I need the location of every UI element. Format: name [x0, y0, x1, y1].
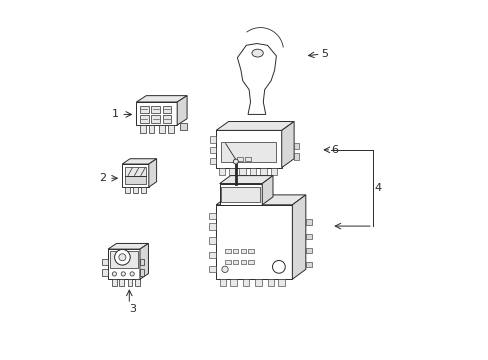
Circle shape [112, 272, 116, 276]
Bar [249, 168, 256, 175]
Bar [127, 279, 132, 286]
Bar [209, 252, 216, 258]
Bar [111, 279, 116, 286]
Bar [140, 125, 145, 133]
Polygon shape [216, 195, 305, 205]
Polygon shape [219, 176, 272, 184]
Bar [209, 266, 216, 272]
Polygon shape [281, 122, 293, 168]
Bar [133, 187, 138, 193]
Ellipse shape [251, 49, 263, 57]
Bar [180, 123, 186, 130]
Bar [119, 279, 124, 286]
Polygon shape [163, 105, 171, 113]
Polygon shape [122, 159, 156, 164]
Bar [230, 279, 236, 286]
Bar [148, 125, 154, 133]
Polygon shape [122, 164, 148, 187]
Bar [242, 279, 248, 286]
Bar [159, 125, 165, 133]
Bar [240, 260, 246, 264]
Text: 6: 6 [331, 145, 338, 155]
Bar [305, 234, 311, 239]
Polygon shape [216, 130, 281, 168]
Bar [140, 259, 144, 265]
Bar [248, 260, 254, 264]
Bar [240, 249, 246, 253]
Bar [219, 279, 225, 286]
Text: 2: 2 [99, 173, 106, 183]
Circle shape [114, 249, 130, 265]
Polygon shape [108, 249, 140, 279]
Polygon shape [148, 159, 156, 187]
Bar [239, 168, 245, 175]
Bar [278, 279, 284, 286]
Bar [209, 213, 216, 219]
Bar [221, 142, 276, 162]
Bar [141, 187, 145, 193]
Bar [255, 279, 261, 286]
Bar [209, 136, 216, 143]
Bar [224, 260, 230, 264]
Bar [140, 269, 144, 276]
Bar [219, 168, 225, 175]
Bar [102, 259, 108, 265]
Polygon shape [140, 105, 148, 113]
Circle shape [130, 272, 134, 276]
Text: 5: 5 [320, 49, 327, 59]
Bar [305, 262, 311, 267]
Bar [293, 153, 299, 159]
Polygon shape [177, 96, 187, 125]
Polygon shape [108, 243, 148, 249]
Polygon shape [163, 116, 171, 123]
Bar [267, 279, 273, 286]
Bar [293, 143, 299, 149]
Bar [168, 125, 174, 133]
Circle shape [222, 266, 228, 273]
Bar [209, 158, 216, 164]
Circle shape [272, 260, 285, 273]
Bar [260, 168, 266, 175]
Bar [232, 249, 238, 253]
Polygon shape [216, 205, 292, 279]
Text: 1: 1 [111, 109, 119, 120]
Circle shape [233, 159, 238, 164]
Bar [110, 251, 138, 268]
Bar [305, 248, 311, 253]
Polygon shape [125, 176, 145, 184]
Bar [244, 157, 250, 161]
Bar [270, 168, 277, 175]
Bar [134, 279, 139, 286]
Polygon shape [262, 176, 272, 205]
Bar [221, 187, 260, 202]
Bar [209, 147, 216, 153]
Polygon shape [136, 96, 187, 102]
Polygon shape [237, 44, 276, 114]
Circle shape [121, 272, 125, 276]
Bar [209, 238, 216, 244]
Text: 3: 3 [129, 304, 136, 314]
Bar [248, 249, 254, 253]
Text: 4: 4 [374, 183, 381, 193]
Bar [228, 168, 234, 175]
Bar [224, 249, 230, 253]
Bar [305, 219, 311, 225]
Bar [237, 157, 242, 161]
Polygon shape [151, 116, 160, 123]
Bar [102, 269, 108, 276]
Circle shape [119, 254, 125, 261]
Polygon shape [140, 243, 148, 279]
Polygon shape [219, 184, 262, 205]
Polygon shape [125, 167, 145, 176]
Bar [125, 187, 130, 193]
Polygon shape [292, 195, 305, 279]
Polygon shape [151, 105, 160, 113]
Bar [209, 223, 216, 230]
Polygon shape [216, 122, 293, 130]
Polygon shape [140, 116, 148, 123]
Bar [232, 260, 238, 264]
Polygon shape [136, 102, 177, 125]
